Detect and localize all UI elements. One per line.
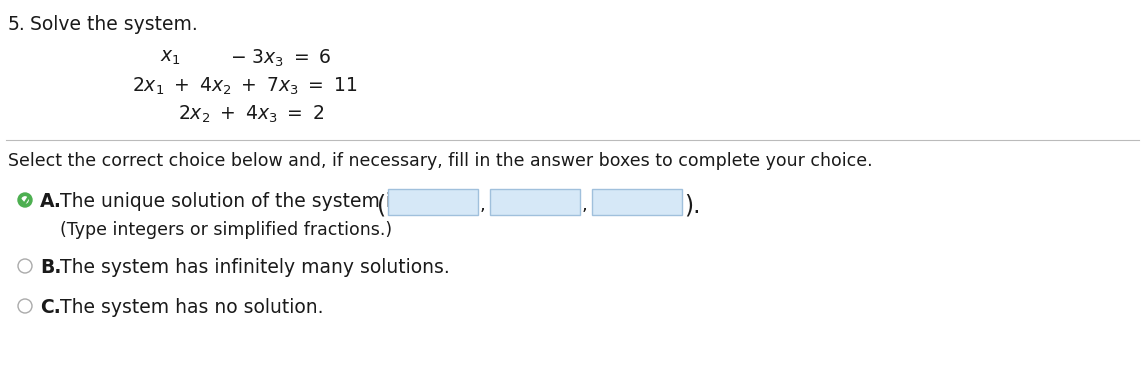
- Text: – 1: – 1: [623, 193, 650, 211]
- Text: B.: B.: [40, 258, 62, 277]
- Text: 5.: 5.: [8, 15, 25, 34]
- Text: The unique solution of the system is: The unique solution of the system is: [60, 192, 401, 211]
- Text: ,: ,: [480, 196, 485, 214]
- Text: (: (: [377, 194, 386, 218]
- Text: (Type integers or simplified fractions.): (Type integers or simplified fractions.): [60, 221, 392, 239]
- Text: $2x_2\ +\ 4x_3\ =\ 2$: $2x_2\ +\ 4x_3\ =\ 2$: [177, 104, 324, 125]
- Circle shape: [18, 259, 32, 273]
- Text: C.: C.: [40, 298, 61, 317]
- Text: Select the correct choice below and, if necessary, fill in the answer boxes to c: Select the correct choice below and, if …: [8, 152, 872, 170]
- Text: ).: ).: [684, 194, 701, 218]
- Text: $x_1$: $x_1$: [160, 48, 181, 67]
- Text: The system has infinitely many solutions.: The system has infinitely many solutions…: [60, 258, 450, 277]
- Text: ,: ,: [582, 196, 587, 214]
- Text: Solve the system.: Solve the system.: [30, 15, 198, 34]
- FancyBboxPatch shape: [592, 189, 682, 215]
- Text: The system has no solution.: The system has no solution.: [60, 298, 324, 317]
- Circle shape: [18, 299, 32, 313]
- Text: $-\ 3x_3\ =\ 6$: $-\ 3x_3\ =\ 6$: [230, 48, 332, 69]
- Text: 3: 3: [529, 193, 540, 211]
- Text: 3: 3: [427, 193, 439, 211]
- FancyBboxPatch shape: [490, 189, 581, 215]
- Circle shape: [18, 193, 32, 207]
- Circle shape: [22, 197, 29, 203]
- Text: A.: A.: [40, 192, 62, 211]
- FancyBboxPatch shape: [388, 189, 477, 215]
- Text: $2x_1\ +\ 4x_2\ +\ 7x_3\ =\ 11$: $2x_1\ +\ 4x_2\ +\ 7x_3\ =\ 11$: [132, 76, 357, 97]
